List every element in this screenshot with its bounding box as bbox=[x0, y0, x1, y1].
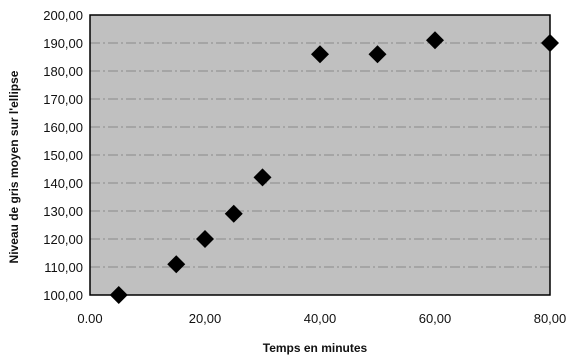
y-tick-label: 130,00 bbox=[43, 204, 83, 219]
data-points bbox=[109, 31, 559, 304]
data-point bbox=[426, 31, 444, 50]
x-tick-label: 0.00 bbox=[77, 311, 102, 326]
y-tick-labels: 100,00 110,00 120,00 130,00 140,00 150,00 160,… bbox=[43, 8, 83, 303]
y-tick-label: 150,00 bbox=[43, 148, 83, 163]
x-tick-label: 80,00 bbox=[534, 311, 567, 326]
y-axis-title: Niveau de gris moyen sur l'ellipse bbox=[7, 70, 21, 263]
grid-lines bbox=[90, 42, 550, 268]
y-tick-label: 190,00 bbox=[43, 36, 83, 51]
y-tick-label: 180,00 bbox=[43, 64, 83, 79]
data-point bbox=[311, 45, 329, 64]
plot-frame-group bbox=[89, 14, 551, 296]
y-tick-label: 100,00 bbox=[43, 288, 83, 303]
data-point bbox=[253, 168, 272, 187]
y-tick-label: 160,00 bbox=[43, 120, 83, 135]
x-tick-labels: 0.00 20,00 40,00 60,00 80,00 bbox=[77, 311, 566, 326]
x-tick-label: 40,00 bbox=[304, 311, 337, 326]
x-tick-label: 60,00 bbox=[419, 311, 452, 326]
y-tick-label: 200,00 bbox=[43, 8, 83, 23]
y-tick-label: 110,00 bbox=[44, 260, 83, 275]
x-axis-title: Temps en minutes bbox=[263, 341, 368, 355]
y-tick-label: 140,00 bbox=[43, 176, 83, 191]
data-point bbox=[541, 34, 559, 52]
data-point bbox=[196, 230, 214, 248]
data-point bbox=[224, 204, 243, 223]
data-point bbox=[167, 255, 186, 274]
y-tick-label: 120,00 bbox=[43, 232, 83, 247]
plot-frame bbox=[89, 14, 551, 296]
x-tick-label: 20,00 bbox=[189, 311, 222, 326]
data-point bbox=[109, 286, 128, 304]
data-point bbox=[368, 45, 387, 64]
y-tick-label: 170,00 bbox=[43, 92, 83, 107]
